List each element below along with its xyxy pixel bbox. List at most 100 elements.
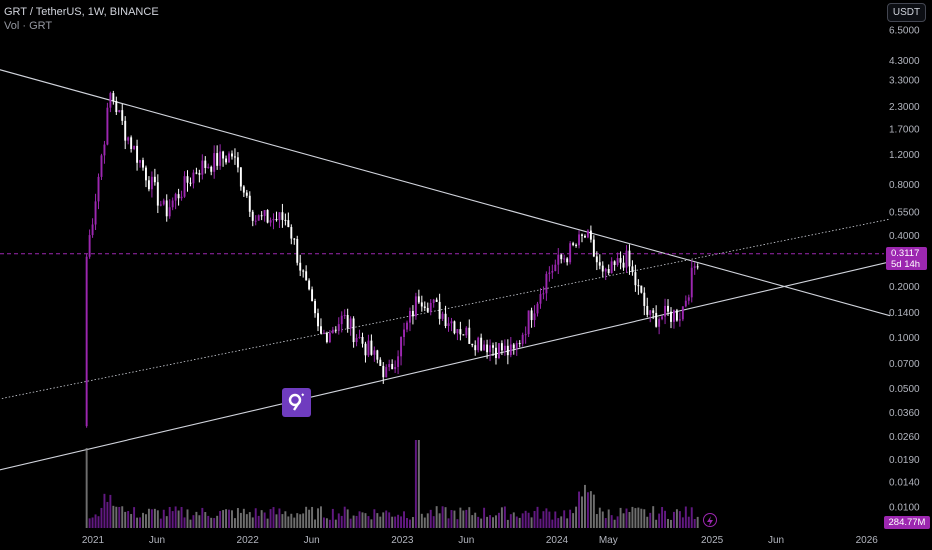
candle-body	[678, 319, 681, 321]
candle-body	[500, 343, 503, 351]
candle-body	[373, 350, 376, 355]
volume-bar	[379, 516, 382, 528]
volume-bar	[248, 512, 251, 528]
x-tick-label: Jun	[768, 535, 784, 546]
lightning-icon[interactable]	[703, 513, 717, 527]
candle-body	[233, 156, 236, 158]
candle-body	[192, 172, 195, 184]
volume-bar	[518, 517, 521, 528]
volume-bar	[331, 508, 334, 528]
candle-body	[103, 144, 106, 156]
currency-button[interactable]: USDT	[887, 3, 926, 22]
x-tick-label: 2022	[237, 535, 260, 546]
y-tick-label: 0.0100	[889, 503, 920, 514]
candle-body	[142, 160, 144, 168]
volume-bar	[607, 509, 610, 528]
volume-bar	[658, 513, 661, 528]
candle-body	[216, 153, 219, 166]
candle-body	[438, 301, 441, 319]
volume-bar	[575, 506, 578, 528]
volume-bar	[177, 510, 180, 528]
dotted-trendline[interactable]	[0, 218, 891, 400]
candle-body	[139, 160, 141, 163]
candle-body	[684, 300, 687, 307]
candle-body	[604, 269, 607, 272]
candle-body	[130, 137, 133, 150]
candle-body	[355, 337, 358, 343]
volume-bar	[364, 513, 367, 528]
volume-bar	[156, 510, 159, 528]
candle-body	[290, 227, 293, 239]
volume-bar	[382, 512, 385, 528]
volume-bar	[391, 516, 394, 528]
volume-bar	[325, 518, 328, 528]
candle-body	[613, 261, 616, 265]
candle-body	[652, 310, 655, 313]
the-graph-logo-glyph	[288, 393, 305, 411]
volume-bar	[228, 509, 230, 528]
volume-bar	[554, 511, 557, 528]
candle-body	[385, 367, 388, 378]
candle-body	[112, 93, 115, 101]
x-tick-label: May	[599, 535, 618, 546]
y-tick-label: 1.2000	[889, 150, 920, 161]
volume-bar	[592, 494, 595, 528]
candle-body	[88, 235, 91, 257]
trendline[interactable]	[0, 68, 891, 317]
candle-body	[527, 310, 530, 335]
volume-bar	[610, 515, 613, 528]
candle-body	[649, 310, 652, 315]
volume-bar	[486, 516, 489, 528]
volume-bar	[198, 515, 201, 528]
candle-body	[136, 145, 139, 163]
candle-body	[337, 324, 340, 331]
volume-bar	[512, 512, 515, 528]
candle-body	[690, 267, 693, 298]
candle-body	[343, 314, 346, 316]
candle-body	[364, 343, 367, 356]
candle-body	[417, 296, 420, 303]
volume-bar	[438, 513, 441, 528]
candle-body	[207, 166, 210, 168]
volume-bar	[272, 507, 275, 528]
volume-bar	[640, 508, 643, 528]
candle-body	[530, 310, 533, 321]
y-tick-label: 4.3000	[889, 56, 920, 67]
volume-bar	[569, 509, 572, 528]
candle-body	[503, 345, 506, 351]
candle-body	[145, 167, 147, 181]
volume-bar	[465, 509, 468, 528]
the-graph-logo-icon[interactable]	[282, 388, 311, 417]
trendline[interactable]	[0, 261, 891, 471]
candle-body	[391, 364, 394, 370]
candle-body	[403, 329, 405, 338]
candle-body	[331, 329, 334, 333]
y-tick-label: 6.5000	[889, 26, 920, 37]
x-tick-label: 2024	[546, 535, 569, 546]
candle-body	[625, 250, 628, 268]
candle-body	[406, 322, 408, 330]
symbol-title: GRT / TetherUS, 1W, BINANCE	[4, 6, 159, 18]
candle-body	[195, 172, 198, 174]
volume-bar	[219, 511, 222, 528]
candle-body	[480, 337, 483, 351]
volume-bar	[619, 507, 622, 528]
candle-body	[251, 211, 254, 221]
candle-body	[423, 306, 426, 308]
x-tick-label: 2026	[856, 535, 879, 546]
candle-body	[379, 359, 382, 366]
candle-body	[370, 340, 373, 355]
volume-bar	[530, 517, 533, 528]
candle-body	[213, 153, 216, 172]
volume-bar	[204, 512, 207, 528]
x-tick-label: Jun	[458, 535, 474, 546]
candle-body	[299, 262, 302, 271]
candle-body	[450, 321, 453, 324]
candle-body	[317, 313, 319, 327]
y-tick-label: 0.4000	[889, 231, 920, 242]
volume-bar	[210, 517, 213, 528]
candle-body	[311, 289, 314, 302]
candle-body	[696, 266, 699, 268]
volume-bar	[497, 512, 500, 528]
